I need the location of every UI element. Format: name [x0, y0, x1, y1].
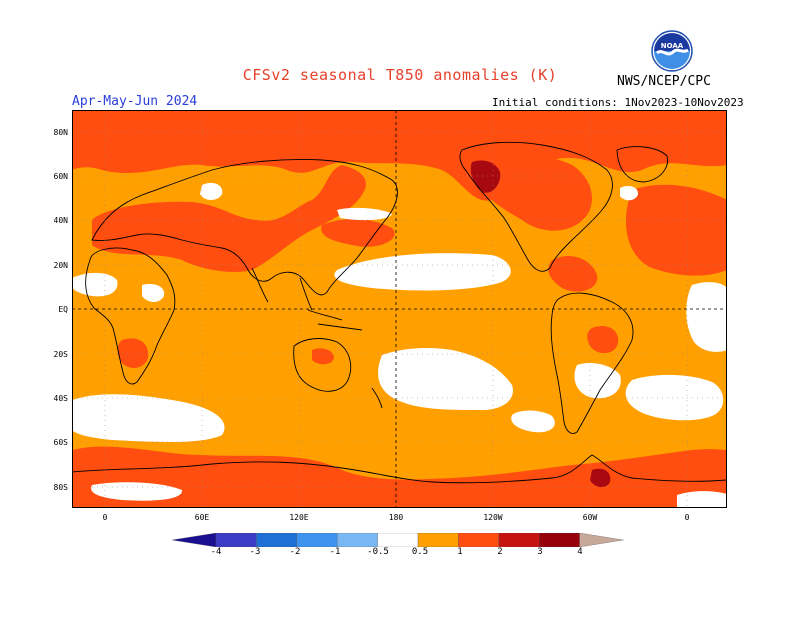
- legend-tick: 4: [577, 547, 583, 557]
- legend-bin: [296, 533, 338, 547]
- logo-text: NOAA: [661, 42, 684, 50]
- near-normal-regions: [72, 182, 727, 508]
- legend-tick: 1: [457, 547, 463, 557]
- lat-label: 80S: [53, 483, 68, 492]
- legend-tick: -0.5: [367, 547, 389, 557]
- lat-label: 80N: [53, 128, 68, 137]
- legend-bin: [417, 533, 459, 547]
- legend-tick: 2: [497, 547, 503, 557]
- legend-tick: 3: [537, 547, 543, 557]
- legend-bin: [215, 533, 257, 547]
- lat-label: 60N: [53, 172, 68, 181]
- lat-label: 40N: [53, 216, 68, 225]
- legend-bin: [377, 533, 419, 547]
- lat-label: EQ: [58, 305, 68, 314]
- extreme-anomaly-regions: [470, 160, 611, 488]
- agency-label: NWS/NCEP/CPC: [617, 74, 711, 89]
- lat-label: 60S: [53, 438, 68, 447]
- map-frame: [72, 110, 727, 508]
- legend-bin: [337, 533, 378, 547]
- lon-label: 0: [102, 513, 108, 522]
- legend-bin: [579, 533, 624, 547]
- chart-title: CFSv2 seasonal T850 anomalies (K): [242, 66, 558, 84]
- color-legend: [172, 533, 624, 547]
- noaa-logo-icon: NOAA: [651, 30, 693, 72]
- initial-conditions: Initial conditions: 1Nov2023-10Nov2023: [492, 96, 744, 109]
- legend-tick: -3: [249, 547, 261, 557]
- coastlines: [72, 141, 727, 484]
- lat-label: 20N: [53, 261, 68, 270]
- legend-tick: -2: [289, 547, 301, 557]
- legend-bin: [256, 533, 297, 547]
- lat-label: 20S: [53, 350, 68, 359]
- lon-label: 180: [388, 513, 404, 522]
- lon-label: 60E: [194, 513, 210, 522]
- legend-bin: [498, 533, 540, 547]
- legend-bin: [539, 533, 580, 547]
- legend-bin: [172, 533, 217, 547]
- lon-label: 60W: [582, 513, 598, 522]
- lon-label: 0: [684, 513, 690, 522]
- legend-tick: 0.5: [411, 547, 429, 557]
- lon-label: 120W: [483, 513, 503, 522]
- lon-label: 120E: [289, 513, 309, 522]
- warm-anomaly-regions: [72, 110, 727, 508]
- legend-bin: [458, 533, 499, 547]
- forecast-period: Apr-May-Jun 2024: [72, 94, 198, 109]
- legend-tick: -1: [329, 547, 341, 557]
- lat-lon-grid: [72, 110, 727, 508]
- legend-tick: -4: [210, 547, 222, 557]
- lat-label: 40S: [53, 394, 68, 403]
- anomaly-map: [72, 110, 727, 508]
